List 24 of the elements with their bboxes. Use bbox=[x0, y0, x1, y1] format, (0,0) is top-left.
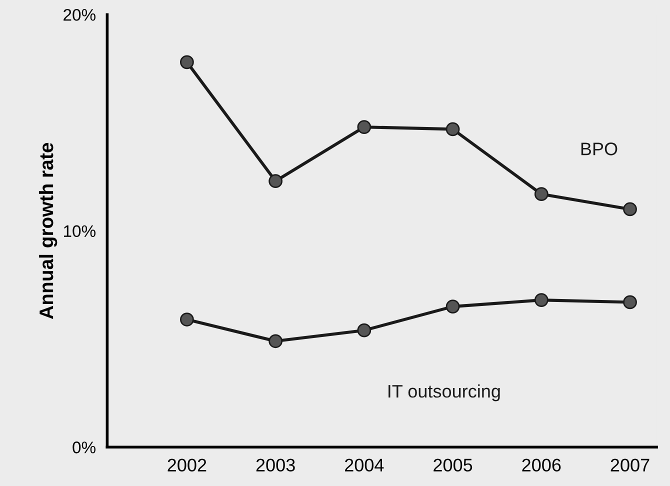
point bbox=[357, 323, 372, 338]
x-tick-label: 2005 bbox=[434, 458, 472, 472]
point bbox=[623, 202, 637, 216]
text: IT outsourcing bbox=[388, 384, 500, 402]
x-tick-label: 2003 bbox=[256, 458, 295, 472]
point bbox=[357, 120, 372, 134]
text: BPO bbox=[581, 142, 618, 156]
point bbox=[446, 300, 460, 314]
y-tick-label: 10% bbox=[64, 225, 96, 238]
y-tick-label: 0% bbox=[72, 442, 96, 454]
point bbox=[623, 295, 637, 310]
y-axis-title: Annual growth rate bbox=[38, 142, 58, 319]
point bbox=[268, 334, 283, 348]
point bbox=[268, 174, 283, 188]
point bbox=[180, 312, 194, 326]
x-tick-label: 2004 bbox=[345, 458, 384, 472]
y-tick-label: 20% bbox=[64, 8, 96, 21]
point bbox=[446, 122, 460, 136]
point bbox=[534, 293, 548, 307]
point bbox=[534, 187, 548, 202]
point bbox=[180, 55, 194, 70]
x-tick-label: 2006 bbox=[522, 458, 561, 472]
x-tick-label: 2007 bbox=[610, 458, 650, 472]
x-tick-label: 2002 bbox=[168, 458, 206, 472]
